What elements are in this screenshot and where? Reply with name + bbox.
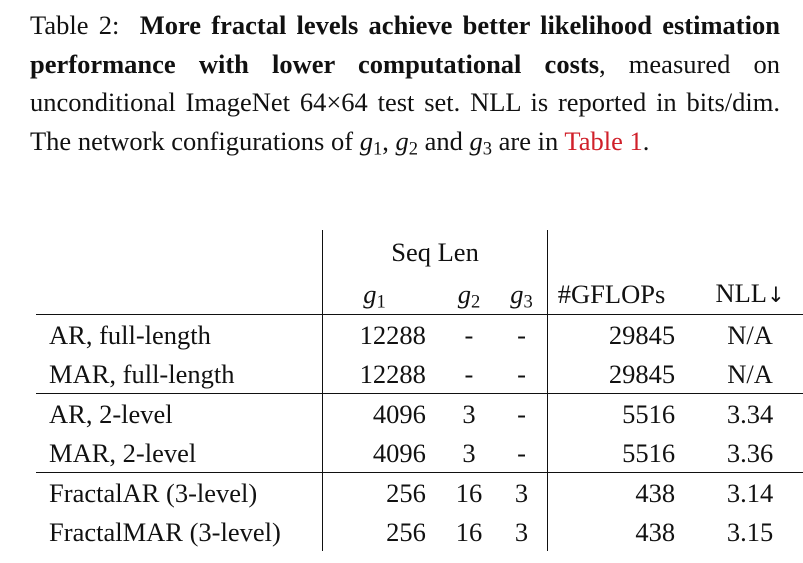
row-name: FractalMAR (3-level) <box>49 516 281 547</box>
header-g1: g1 <box>322 274 442 315</box>
row-name: MAR, 2-level <box>49 437 197 468</box>
row-g3: - <box>517 358 526 389</box>
row-g2: - <box>441 314 496 354</box>
table-caption: Table 2: More fractal levels achieve bet… <box>30 6 780 160</box>
header-row-columns: g1 g2 g3 #GFLOPs NLL↓ <box>36 274 803 315</box>
math-g1: g1 <box>359 125 383 160</box>
row-g2: 3 <box>441 393 496 433</box>
row-gflops: 29845 <box>546 314 698 354</box>
row-g3: 3 <box>496 472 548 512</box>
row-nll: N/A <box>697 314 803 354</box>
row-gflops: 5516 <box>546 433 698 473</box>
header-nll: NLL↓ <box>715 278 785 308</box>
results-table: Seq Len g1 g2 g3 #GFLOPs NLL↓ AR, full-l… <box>36 230 803 551</box>
caption-text-5: . <box>642 125 650 156</box>
table-1-link[interactable]: Table 1 <box>564 125 643 156</box>
row-gflops: 438 <box>546 512 698 551</box>
header-row-group: Seq Len <box>36 230 803 274</box>
row-g3: - <box>517 437 526 468</box>
row-g1: 12288 <box>322 314 442 354</box>
row-nll: 3.36 <box>726 437 774 468</box>
table-row: AR, full-length 12288 - - 29845 N/A <box>36 314 803 354</box>
table-row: AR, 2-level 4096 3 - 5516 3.34 <box>36 393 803 433</box>
row-g1: 12288 <box>322 354 442 394</box>
row-name: MAR, full-length <box>49 358 235 389</box>
row-nll: 3.14 <box>697 472 803 512</box>
row-g1: 4096 <box>322 393 442 433</box>
row-g2: 16 <box>455 516 483 547</box>
header-g3: g3 <box>510 279 533 313</box>
row-name: AR, full-length <box>36 314 323 354</box>
math-g2: g2 <box>395 125 418 160</box>
header-gflops: #GFLOPs <box>546 274 698 315</box>
table-row: FractalAR (3-level) 256 16 3 438 3.14 <box>36 472 803 512</box>
row-nll: 3.34 <box>697 393 803 433</box>
row-g2: 16 <box>441 472 496 512</box>
table-row: FractalMAR (3-level) 256 16 3 438 3.15 <box>36 512 803 551</box>
header-g2: g2 <box>457 279 481 313</box>
row-name: AR, 2-level <box>36 393 323 433</box>
table-row: MAR, full-length 12288 - - 29845 N/A <box>36 354 803 394</box>
row-g1: 256 <box>322 512 442 551</box>
row-nll: 3.15 <box>726 516 774 547</box>
row-g3: - <box>496 314 548 354</box>
header-empty-nll <box>697 230 803 274</box>
row-name: FractalAR (3-level) <box>36 472 323 512</box>
caption-text-3: and <box>417 125 470 156</box>
row-g2: - <box>464 358 474 389</box>
row-g1: 4096 <box>322 433 442 473</box>
header-empty-gflops <box>546 230 698 274</box>
table-row: MAR, 2-level 4096 3 - 5516 3.36 <box>36 433 803 473</box>
seq-len-header: Seq Len <box>322 230 548 274</box>
caption-text-4: are in <box>492 125 565 156</box>
caption-text-2: , <box>382 125 396 156</box>
row-gflops: 29845 <box>546 354 698 394</box>
caption-text-1: , measured on unconditional ImageNet 64×… <box>30 48 780 156</box>
math-g3: g3 <box>469 125 492 160</box>
row-gflops: 5516 <box>546 393 698 433</box>
row-g1: 256 <box>322 472 442 512</box>
row-g3: 3 <box>514 516 529 547</box>
down-arrow-icon: ↓ <box>766 282 785 307</box>
row-g2: 3 <box>462 437 476 468</box>
caption-bold-title: More fractal levels achieve better likel… <box>30 10 780 79</box>
caption-label: Table 2: <box>30 10 120 40</box>
header-empty <box>36 230 323 274</box>
row-g3: - <box>496 393 548 433</box>
header-method <box>36 274 323 315</box>
row-nll: N/A <box>727 358 773 389</box>
row-gflops: 438 <box>546 472 698 512</box>
